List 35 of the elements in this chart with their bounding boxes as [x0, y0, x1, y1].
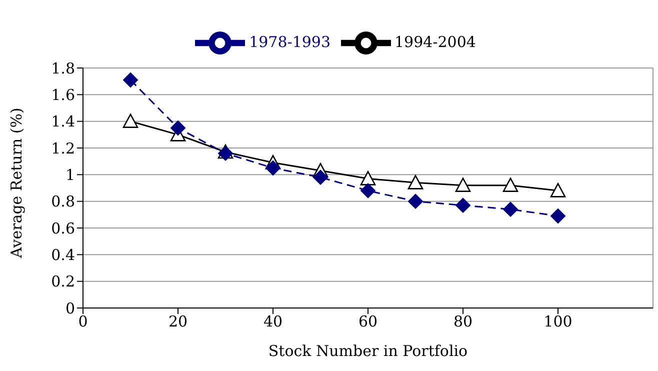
y-tick-label: 1.6: [51, 86, 75, 104]
y-tick-label: 0.2: [51, 272, 75, 291]
x-tick-label: 60: [358, 312, 378, 331]
y-tick-label: 1.2: [51, 139, 75, 158]
x-tick-label: 80: [453, 312, 473, 331]
point: [408, 194, 423, 209]
legend-label: 1994-2004: [394, 32, 476, 51]
x-axis-title: Stock Number in Portfolio: [268, 342, 468, 360]
point: [408, 175, 424, 190]
y-tick-label: 0.6: [51, 219, 75, 238]
y-axis-title: Average Return (%): [7, 108, 26, 259]
x-tick-label: 40: [263, 312, 283, 331]
y-tick-label: 1: [65, 166, 75, 184]
point: [122, 114, 138, 128]
y-tick-label: 0.8: [51, 192, 75, 211]
point: [266, 160, 280, 176]
point: [502, 178, 518, 192]
legend-label: 1978-1993: [249, 32, 330, 51]
x-tick-label: 100: [544, 312, 572, 331]
x-tick-label: 0: [78, 312, 88, 331]
point: [170, 120, 186, 136]
point: [360, 183, 376, 198]
point: [550, 183, 566, 198]
x-tick-label: 20: [168, 312, 188, 331]
point: [456, 198, 470, 213]
y-tick-label: 1.8: [51, 59, 75, 78]
point: [313, 170, 328, 185]
y-tick-label: 1.4: [51, 112, 75, 131]
point: [123, 72, 138, 88]
y-tick-label: 0.4: [51, 246, 75, 264]
point: [455, 178, 471, 192]
point: [360, 171, 376, 186]
point: [503, 202, 518, 217]
y-tick-label: 0: [65, 299, 75, 318]
point: [550, 208, 566, 224]
